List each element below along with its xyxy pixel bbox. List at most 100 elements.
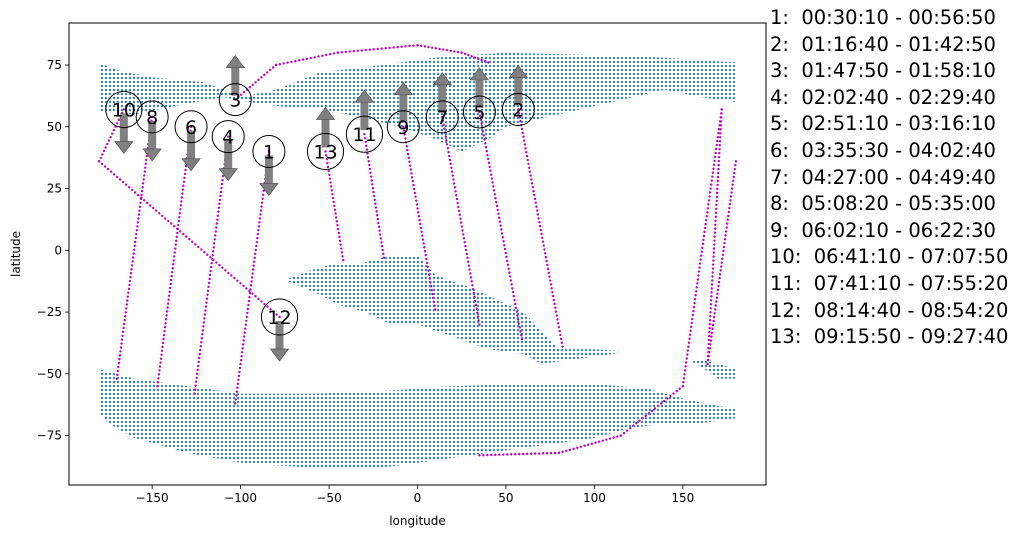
track-point xyxy=(474,303,478,307)
track-point xyxy=(441,119,445,122)
track-point xyxy=(334,212,337,215)
track-point xyxy=(252,264,255,267)
track-point xyxy=(174,243,177,246)
track-point xyxy=(131,256,135,259)
track-point xyxy=(200,337,204,340)
track-point xyxy=(167,294,171,297)
track-point xyxy=(417,215,421,218)
track-point xyxy=(263,302,266,306)
track-point xyxy=(519,330,522,333)
track-point xyxy=(710,183,713,186)
track-point xyxy=(178,212,182,215)
track-point xyxy=(238,370,241,374)
track-point xyxy=(718,144,721,147)
track-point xyxy=(101,153,104,156)
track-point xyxy=(597,440,601,443)
track-point xyxy=(198,356,201,360)
track-point xyxy=(709,307,712,310)
track-point xyxy=(712,251,716,254)
track-point xyxy=(491,181,494,184)
track-point xyxy=(565,449,568,453)
track-point xyxy=(711,323,715,327)
track-point xyxy=(269,308,272,311)
track-point xyxy=(415,203,419,206)
track-point xyxy=(423,246,426,249)
track-point xyxy=(234,402,237,405)
track-point xyxy=(518,326,521,329)
track-point xyxy=(99,156,102,160)
track-point xyxy=(135,229,139,232)
track-point xyxy=(478,114,482,118)
track-point xyxy=(448,154,451,158)
track-point xyxy=(197,364,200,368)
track-point xyxy=(254,81,257,84)
track-point xyxy=(214,234,217,237)
track-point xyxy=(557,326,561,329)
track-point xyxy=(454,190,457,193)
track-point xyxy=(203,250,206,254)
track-point xyxy=(247,299,251,303)
track-point xyxy=(294,59,297,63)
track-point xyxy=(176,227,179,230)
legend-entry-1: 1: 00:30:10 - 00:56:50 xyxy=(770,6,996,29)
pass-marker-5: 5 xyxy=(462,67,496,129)
track-point xyxy=(251,268,255,271)
track-point xyxy=(141,186,144,189)
track-point xyxy=(379,233,382,236)
track-point xyxy=(183,172,187,176)
track-point xyxy=(453,186,457,189)
track-point xyxy=(138,205,142,208)
track-point xyxy=(262,189,265,193)
track-point xyxy=(248,289,251,293)
track-point xyxy=(168,286,172,290)
track-point xyxy=(257,78,260,82)
track-point xyxy=(261,197,264,200)
track-point xyxy=(433,308,437,311)
track-point xyxy=(715,203,718,207)
track-point xyxy=(241,343,245,346)
track-point xyxy=(583,444,586,447)
track-point xyxy=(202,321,206,324)
track-point xyxy=(421,234,424,237)
track-point xyxy=(462,233,465,236)
track-point xyxy=(687,345,690,348)
track-point xyxy=(259,213,262,216)
track-point xyxy=(381,248,384,252)
track-point xyxy=(500,228,503,231)
track-point xyxy=(711,267,715,270)
track-point xyxy=(732,179,735,183)
track-point xyxy=(526,158,529,162)
track-point xyxy=(709,315,712,318)
track-point xyxy=(572,447,575,451)
track-point xyxy=(125,307,128,310)
track-point xyxy=(541,236,544,239)
track-point xyxy=(193,392,196,395)
track-point xyxy=(698,266,701,269)
track-point xyxy=(539,228,543,232)
track-point xyxy=(710,331,714,334)
track-point xyxy=(380,241,383,244)
track-point xyxy=(641,417,644,420)
track-point xyxy=(377,221,380,225)
track-point xyxy=(458,213,461,216)
track-point xyxy=(713,235,716,238)
track-point xyxy=(126,295,130,298)
track-point xyxy=(445,139,448,142)
track-point xyxy=(141,182,145,185)
track-point xyxy=(327,169,330,173)
track-point xyxy=(625,429,629,432)
track-point xyxy=(711,171,715,174)
track-point xyxy=(508,275,512,278)
track-point xyxy=(181,192,184,195)
legend-entry-5: 5: 02:51:10 - 03:16:10 xyxy=(770,112,996,136)
track-point xyxy=(453,50,456,53)
track-point xyxy=(708,319,712,322)
track-point xyxy=(709,303,713,306)
track-point xyxy=(217,206,221,209)
track-point xyxy=(468,268,471,271)
track-point xyxy=(733,167,737,171)
track-point xyxy=(708,326,711,330)
track-point xyxy=(688,337,691,340)
track-point xyxy=(173,255,176,258)
track-point xyxy=(409,168,413,171)
